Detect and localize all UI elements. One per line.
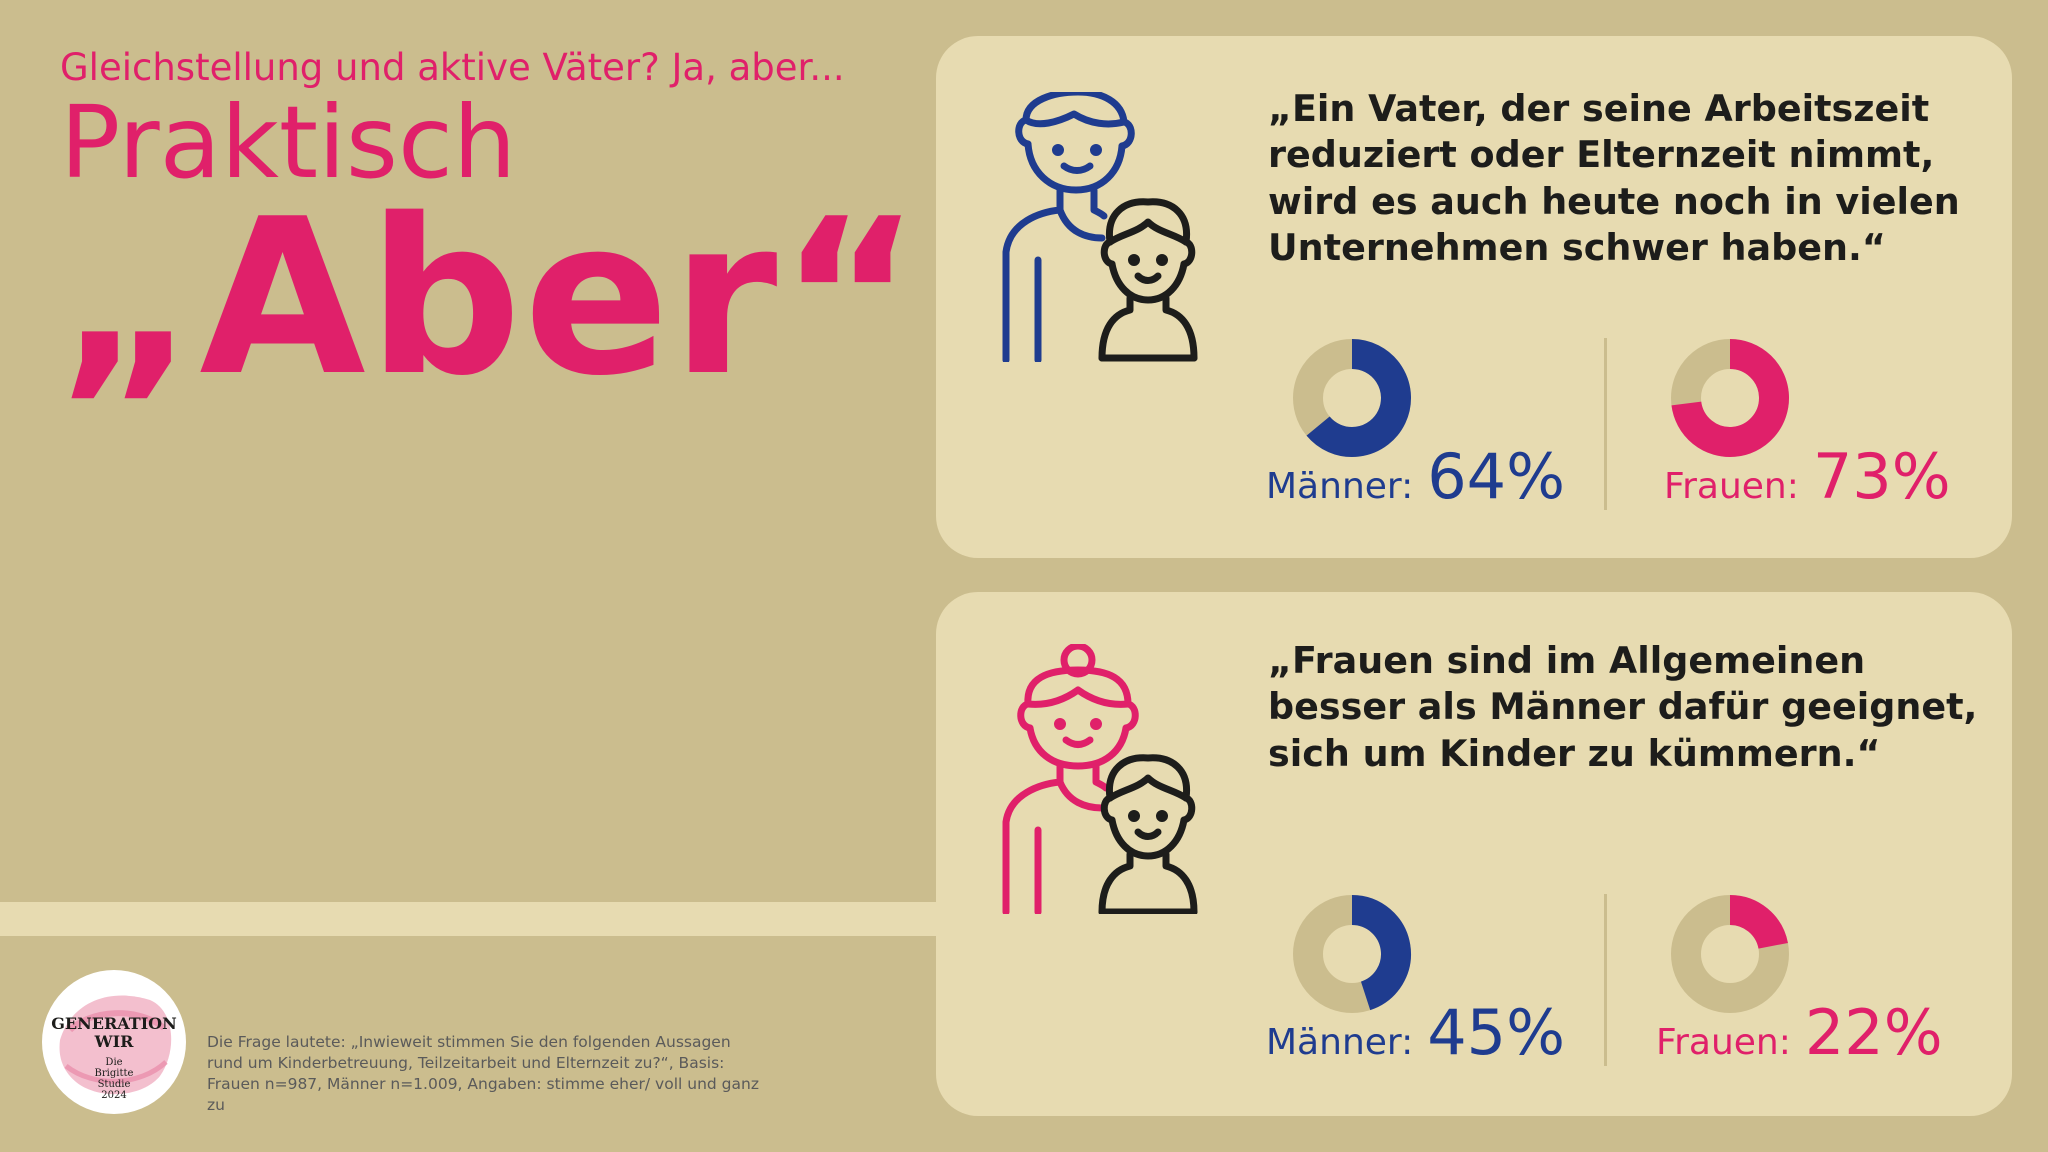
donut-chart-men-2 — [1293, 895, 1411, 1013]
logo-brush-mark — [59, 995, 172, 1095]
statement-card-1: „Ein Vater, der seine Arbeitszeit reduzi… — [936, 36, 2012, 558]
divider — [1604, 894, 1607, 1066]
women-value: 22% — [1804, 996, 1943, 1069]
subtitle: Gleichstellung und aktive Väter? Ja, abe… — [60, 46, 845, 89]
logo-text: 2024 — [101, 1090, 127, 1101]
logo-text: WIR — [94, 1032, 134, 1051]
connector-strip — [0, 902, 960, 936]
men-value: 64% — [1427, 440, 1566, 513]
men-label: Männer: — [1266, 1022, 1414, 1063]
statement-quote-1: „Ein Vater, der seine Arbeitszeit reduzi… — [1268, 87, 1960, 270]
title-line-2: „Aber“ — [56, 172, 923, 423]
logo-text: Studie — [97, 1079, 131, 1090]
stat-women-2: Frauen: 22% — [1656, 996, 1943, 1069]
generation-wir-logo: GENERATION WIR Die Brigitte Studie 2024 — [42, 970, 186, 1114]
divider — [1604, 338, 1607, 510]
donut-chart-women-1 — [1671, 339, 1789, 457]
women-label: Frauen: — [1664, 466, 1799, 507]
donut-arc-women-2 — [1729, 895, 1788, 950]
donut-arc-men-1 — [1306, 339, 1411, 457]
father-child-icon — [998, 88, 1198, 364]
mother-child-icon — [998, 642, 1198, 916]
title-line-1: Praktisch — [60, 84, 517, 201]
donut-chart-men-1 — [1293, 339, 1411, 457]
women-value: 73% — [1812, 440, 1951, 513]
stat-women-1: Frauen: 73% — [1664, 440, 1951, 513]
logo-text: Die — [105, 1057, 123, 1068]
logo-text: Brigitte — [94, 1068, 134, 1079]
stat-men-1: Männer: 64% — [1266, 440, 1565, 513]
stat-men-2: Männer: 45% — [1266, 996, 1565, 1069]
men-value: 45% — [1427, 996, 1566, 1069]
logo-text: GENERATION — [51, 1014, 177, 1033]
donut-arc-women-1 — [1671, 339, 1789, 457]
men-label: Männer: — [1266, 466, 1414, 507]
women-label: Frauen: — [1656, 1022, 1791, 1063]
footnote: Die Frage lautete: „Inwieweit stimmen Si… — [207, 1033, 759, 1114]
donut-arc-men-2 — [1351, 895, 1411, 1011]
statement-quote-2: „Frauen sind im Allgemeinen besser als M… — [1268, 639, 1978, 775]
statement-card-2: „Frauen sind im Allgemeinen besser als M… — [936, 592, 2012, 1116]
donut-chart-women-2 — [1671, 895, 1789, 1013]
